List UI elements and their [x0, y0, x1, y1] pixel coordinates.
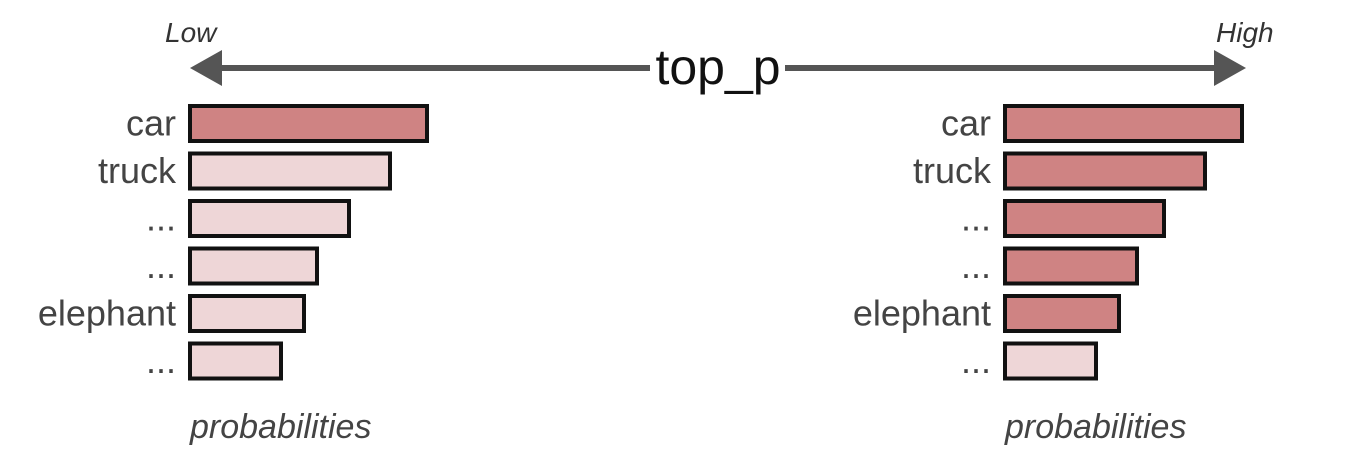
probability-bar — [1003, 294, 1121, 333]
arrowhead-right-icon — [1214, 50, 1246, 86]
top-p-title: top_p — [655, 39, 780, 95]
probability-bar — [188, 341, 283, 381]
probability-bar — [1003, 341, 1098, 381]
arrowhead-left-icon — [190, 50, 222, 86]
low-top-p-panel: car truck...... elephant... probabilities — [38, 103, 429, 446]
probability-bar — [188, 104, 429, 143]
token-label: ... — [961, 340, 991, 381]
probability-bar — [1003, 104, 1244, 143]
high-top-p-panel: car truck...... elephant... probabilities — [853, 103, 1244, 446]
token-label: car — [941, 103, 991, 144]
token-label: ... — [146, 245, 176, 286]
token-label: truck — [913, 150, 992, 191]
probabilities-label: probabilities — [189, 408, 371, 446]
token-label: ... — [146, 340, 176, 381]
low-label: Low — [165, 17, 218, 48]
token-label: ... — [961, 198, 991, 239]
probability-bar — [1003, 246, 1139, 286]
probability-bar — [188, 294, 306, 333]
probabilities-label: probabilities — [1004, 408, 1186, 446]
token-label: elephant — [853, 293, 991, 334]
token-label: car — [126, 103, 176, 144]
probability-bar — [1003, 199, 1166, 238]
token-label: ... — [146, 198, 176, 239]
probability-bar — [188, 199, 351, 238]
high-label: High — [1216, 17, 1274, 48]
probability-bar — [188, 151, 392, 191]
token-label: elephant — [38, 293, 176, 334]
probability-bar — [188, 246, 319, 286]
token-label: truck — [98, 150, 177, 191]
token-label: ... — [961, 245, 991, 286]
top-p-axis: Low High top_p — [165, 17, 1274, 95]
probability-bar — [1003, 151, 1207, 191]
